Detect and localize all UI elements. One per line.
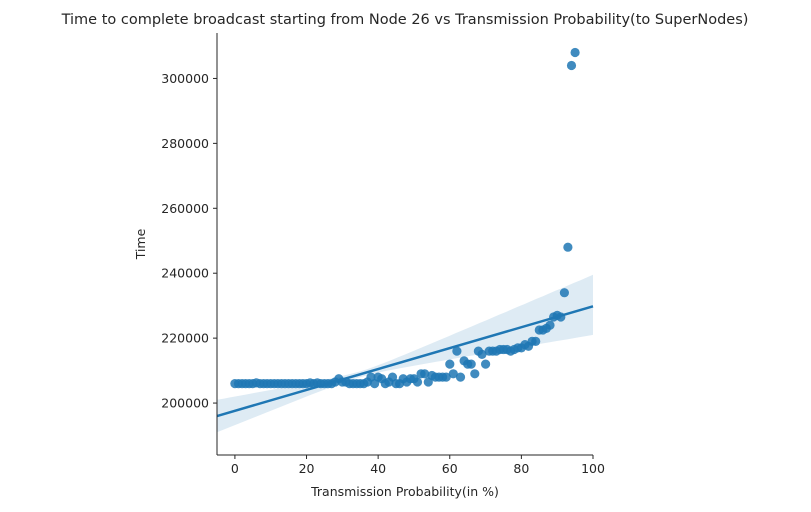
data-point [470,369,480,379]
y-tick-label: 300000 [161,71,209,86]
chart-title: Time to complete broadcast starting from… [61,12,749,28]
data-point [481,359,491,369]
x-tick-label: 0 [231,461,239,476]
data-point [566,60,577,71]
x-tick-label: 100 [581,461,605,476]
data-point [563,242,573,252]
data-point [420,369,430,379]
confidence-band [217,274,593,433]
data-point [412,377,423,387]
data-point [477,349,487,359]
x-tick-label: 40 [370,461,386,476]
y-tick-label: 260000 [161,201,209,216]
data-point [445,359,455,369]
data-point [452,346,462,356]
x-tick-label: 60 [442,461,458,476]
data-point [570,47,580,58]
data-point [531,336,541,346]
data-point [559,288,570,298]
x-ticks: 0 20 40 60 80 100 [231,455,605,476]
y-tick-label: 280000 [161,136,209,151]
data-point [441,372,451,382]
y-tick-label: 200000 [161,396,209,411]
regression-line [216,305,594,418]
y-axis-label: Time [133,228,148,260]
data-point [448,369,458,379]
x-axis-label: Transmission Probability(in %) [310,484,499,499]
regression-line-layer [216,305,594,418]
y-tick-label: 220000 [161,331,209,346]
data-point [455,372,466,382]
y-ticks: 200000 220000 240000 260000 280000 300000 [161,71,217,411]
data-point [466,359,476,369]
data-point [545,320,555,330]
x-tick-label: 80 [513,461,529,476]
confidence-band-layer [217,274,593,433]
y-tick-label: 240000 [161,266,209,281]
x-tick-label: 20 [299,461,315,476]
